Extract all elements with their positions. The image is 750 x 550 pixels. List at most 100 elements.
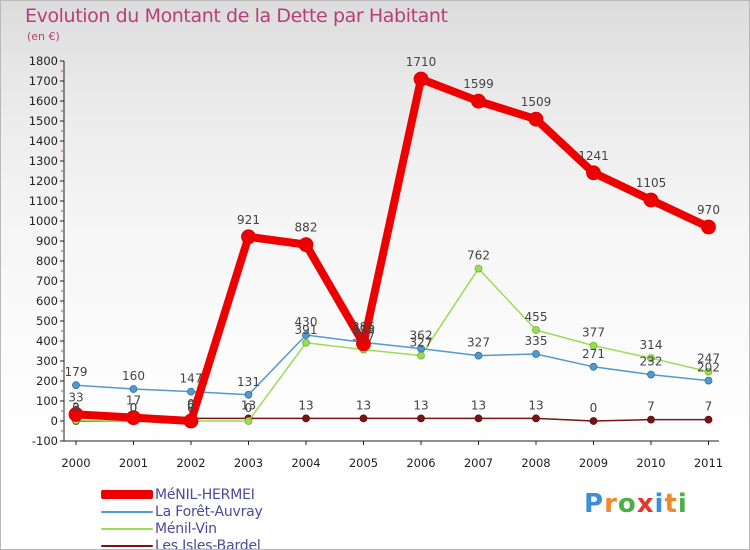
logo-letter: o: [617, 489, 637, 519]
data-point-menil-hermei: [183, 413, 199, 429]
y-tick-label: 400: [36, 334, 58, 348]
data-label-menil-vin: 391: [295, 323, 318, 337]
data-label-menil-hermei: 0: [187, 397, 195, 411]
legend-item-la-foret-auvray: La Forêt-Auvray: [101, 503, 263, 520]
data-point-menil-hermei: [126, 410, 141, 426]
data-label-menil-vin: 762: [467, 249, 490, 263]
legend-label-la-foret-auvray: La Forêt-Auvray: [155, 503, 263, 520]
data-point-menil-vin: [647, 354, 655, 363]
x-tick-label: 2004: [291, 456, 320, 470]
data-point-la-foret-auvray: [244, 390, 253, 399]
data-label-les-isles-bardel: 0: [590, 401, 598, 415]
legend-swatch-menil-vin: [101, 527, 153, 530]
data-point-les-isles-bardel: [474, 414, 483, 423]
data-label-menil-vin: 357: [352, 330, 375, 344]
data-label-menil-hermei: 1105: [636, 176, 667, 190]
data-label-les-isles-bardel: 13: [413, 398, 428, 412]
data-point-menil-vin: [302, 338, 310, 347]
data-label-menil-vin: 0: [245, 401, 253, 415]
logo-letter: i: [677, 489, 688, 519]
data-label-la-foret-auvray: 131: [237, 375, 260, 389]
data-point-la-foret-auvray: [417, 344, 425, 353]
x-tick-label: 2011: [694, 456, 723, 470]
x-tick-label: 2001: [119, 456, 148, 470]
x-tick-label: 2006: [406, 456, 435, 470]
data-label-la-foret-auvray: 393: [352, 322, 375, 336]
data-point-la-foret-auvray: [302, 331, 310, 339]
x-tick-label: 2005: [349, 456, 378, 470]
data-point-menil-vin: [704, 367, 713, 376]
legend-label-menil-vin: Ménil-Vin: [155, 520, 217, 537]
data-point-la-foret-auvray: [589, 362, 598, 371]
data-point-menil-hermei: [298, 237, 314, 253]
data-point-la-foret-auvray: [532, 350, 540, 358]
data-point-la-foret-auvray: [129, 385, 138, 393]
data-label-la-foret-auvray: 202: [697, 361, 720, 375]
data-point-menil-hermei: [241, 229, 256, 245]
data-label-la-foret-auvray: 179: [65, 365, 88, 379]
y-tick-label: 1000: [29, 214, 58, 228]
data-point-menil-hermei: [68, 406, 84, 422]
series-line-menil-hermei: [72, 75, 713, 425]
data-point-la-foret-auvray: [72, 381, 80, 390]
data-point-la-foret-auvray: [474, 351, 483, 360]
data-label-les-isles-bardel: 13: [298, 398, 313, 412]
y-tick-label: 1300: [29, 154, 58, 168]
y-tick-label: 1200: [29, 174, 58, 188]
y-tick-label: 500: [36, 314, 58, 328]
data-point-menil-vin: [417, 351, 425, 360]
x-tick-label: 2003: [234, 456, 263, 470]
data-point-la-foret-auvray: [704, 376, 713, 385]
data-point-menil-hermei: [356, 336, 371, 352]
y-tick-label: 700: [36, 274, 58, 288]
data-label-menil-hermei: 921: [237, 213, 260, 227]
data-point-les-isles-bardel: [417, 414, 425, 423]
x-tick-label: 2007: [464, 456, 493, 470]
legend-swatch-les-isles-bardel: [101, 544, 153, 547]
data-label-menil-hermei: 386: [352, 320, 375, 334]
data-label-menil-vin: 327: [410, 336, 433, 350]
data-label-les-isles-bardel: 0: [72, 401, 80, 415]
data-point-menil-hermei: [413, 71, 429, 87]
data-label-les-isles-bardel: 13: [356, 398, 371, 412]
legend-label-les-isles-bardel: Les Isles-Bardel: [155, 537, 261, 550]
data-point-les-isles-bardel: [532, 414, 540, 423]
y-tick-label: 1600: [29, 94, 58, 108]
data-label-la-foret-auvray: 147: [180, 372, 203, 386]
data-label-menil-hermei: 1710: [406, 55, 437, 69]
data-label-les-isles-bardel: 7: [705, 400, 713, 414]
data-label-menil-hermei: 882: [295, 221, 318, 235]
data-label-la-foret-auvray: 430: [295, 315, 318, 329]
data-label-la-foret-auvray: 271: [582, 347, 605, 361]
data-label-menil-hermei: 33: [68, 390, 83, 404]
logo-letter: t: [664, 489, 678, 519]
legend-item-les-isles-bardel: Les Isles-Bardel: [101, 537, 263, 550]
y-tick-label: 1500: [29, 114, 58, 128]
data-point-la-foret-auvray: [187, 387, 195, 396]
y-tick-label: 0: [51, 414, 58, 428]
data-point-les-isles-bardel: [589, 417, 598, 425]
data-point-menil-hermei: [586, 165, 601, 181]
y-tick-label: 300: [36, 354, 58, 368]
data-point-les-isles-bardel: [302, 414, 310, 423]
data-point-les-isles-bardel: [647, 415, 655, 424]
y-tick-label: 1100: [29, 194, 58, 208]
data-label-la-foret-auvray: 160: [122, 369, 145, 383]
data-label-menil-vin: 247: [697, 352, 720, 366]
data-label-menil-hermei: 1509: [521, 95, 552, 109]
legend-label-menil-hermei: MéNIL-HERMEI: [155, 486, 255, 503]
data-point-menil-hermei: [528, 111, 544, 127]
data-point-menil-vin: [244, 417, 253, 425]
data-point-menil-hermei: [471, 93, 486, 109]
logo-letter: P: [584, 489, 605, 519]
x-tick-label: 2000: [61, 456, 90, 470]
x-tick-label: 2002: [176, 456, 205, 470]
y-tick-label: -100: [32, 434, 58, 448]
y-tick-label: 1700: [29, 74, 58, 88]
data-label-menil-hermei: 1241: [578, 149, 609, 163]
y-tick-label: 800: [36, 254, 58, 268]
x-tick-label: 2008: [521, 456, 550, 470]
y-tick-label: 1400: [29, 134, 58, 148]
